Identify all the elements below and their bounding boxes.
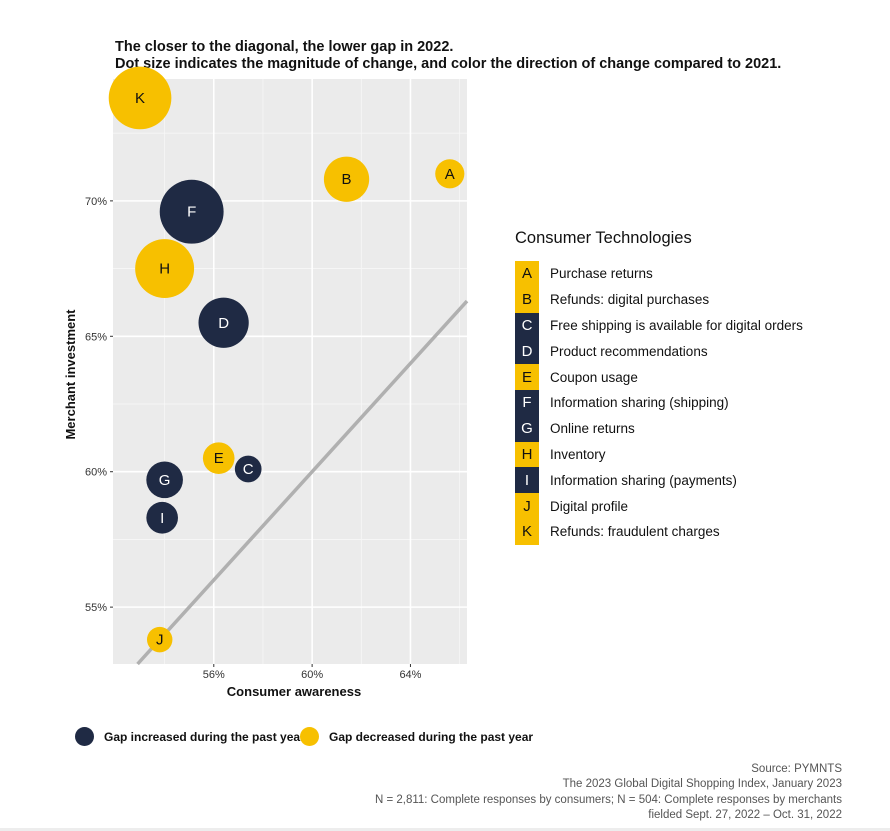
legend-item-j: J Digital profile — [515, 493, 803, 519]
legend-item-f: F Information sharing (shipping) — [515, 389, 803, 416]
legend-item-h: H Inventory — [515, 441, 803, 468]
legend-code: K — [515, 518, 539, 545]
key-decreased-dot — [300, 727, 319, 746]
chart-title: The closer to the diagonal, the lower ga… — [115, 39, 781, 73]
bubble-e — [202, 442, 235, 474]
y-tick-label: 65% — [85, 331, 107, 343]
bubble-label-f: F — [187, 204, 196, 221]
legend-label: Information sharing (shipping) — [550, 395, 729, 411]
legend-item-k: K Refunds: fraudulent charges — [515, 518, 803, 545]
legend-item-d: D Product recommendations — [515, 338, 803, 365]
y-axis-title: Merchant investment — [63, 309, 78, 440]
legend-label: Refunds: digital purchases — [550, 292, 710, 308]
key-increased-label: Gap increased during the past year — [104, 729, 305, 744]
legend-label: Purchase returns — [550, 266, 653, 282]
x-tick-label: 56% — [203, 669, 225, 681]
bubble-d — [198, 297, 249, 348]
bubble-label-a: A — [445, 166, 455, 183]
bubble-f — [159, 179, 224, 244]
bubble-h — [135, 239, 195, 299]
source-line-1: Source: PYMNTS — [751, 763, 842, 775]
bubble-j — [146, 626, 173, 653]
bubble-a — [435, 159, 465, 189]
key-decreased: Gap decreased during the past year — [300, 727, 533, 746]
key-increased-dot — [75, 727, 94, 746]
title-line-2: Dot size indicates the magnitude of chan… — [115, 56, 782, 72]
legend-title: Consumer Technologies — [515, 229, 692, 247]
bubble-g — [146, 461, 183, 499]
bubble-label-k: K — [135, 90, 145, 107]
legend-code: D — [515, 338, 539, 365]
y-tick-label: 60% — [85, 467, 107, 479]
y-tick-label: 55% — [85, 602, 107, 614]
title-line-1: The closer to the diagonal, the lower ga… — [115, 39, 454, 55]
bubble-k — [108, 66, 172, 130]
legend-list: A Purchase returns B Refunds: digital purch… — [515, 261, 803, 545]
legend-code: J — [515, 493, 539, 519]
x-tick-label: 60% — [301, 669, 323, 681]
legend-item-g: G Online returns — [515, 415, 803, 442]
x-axis-title: Consumer awareness — [227, 684, 361, 699]
bubble-label-e: E — [214, 450, 224, 467]
legend-label: Online returns — [550, 421, 635, 437]
bubble-label-i: I — [160, 510, 164, 527]
legend-item-i: I Information sharing (payments) — [515, 467, 803, 494]
legend-code: I — [515, 467, 539, 494]
legend-code: E — [515, 364, 539, 390]
bubble-label-g: G — [159, 472, 171, 489]
legend-code: B — [515, 286, 539, 313]
source-line-3: N = 2,811: Complete responses by consume… — [374, 793, 842, 806]
source-line-2: The 2023 Global Digital Shopping Index, … — [562, 778, 842, 791]
legend-label: Free shipping is available for digital o… — [550, 317, 803, 333]
bubble-label-j: J — [156, 632, 164, 649]
legend-label: Refunds: fraudulent charges — [550, 524, 720, 540]
plot-panel — [113, 79, 467, 664]
bubble-i — [146, 501, 178, 534]
legend-code: H — [515, 441, 539, 468]
bubble-label-h: H — [159, 261, 170, 278]
legend-label: Product recommendations — [550, 343, 708, 359]
legend-code: A — [515, 261, 539, 287]
bubble-b — [323, 156, 370, 202]
diagonal-line — [136, 299, 469, 666]
legend-label: Coupon usage — [550, 369, 638, 385]
bubble-label-d: D — [218, 315, 229, 332]
legend-item-b: B Refunds: digital purchases — [515, 286, 803, 313]
legend-label: Digital profile — [550, 498, 629, 514]
technology-legend: Consumer Technologies A Purchase returns B… — [515, 229, 803, 545]
legend-item-a: A Purchase returns — [515, 261, 803, 287]
x-tick-label: 64% — [399, 669, 421, 681]
bubble-label-b: B — [342, 171, 352, 188]
bubble-label-c: C — [243, 461, 254, 478]
source-line-4: fielded Sept. 27, 2022 – Oct. 31, 2022 — [648, 808, 842, 821]
source-note: Source: PYMNTS The 2023 Global Digital S… — [375, 762, 842, 823]
key-increased: Gap increased during the past year — [75, 727, 305, 746]
y-tick-label: 70% — [85, 196, 107, 208]
key-decreased-label: Gap decreased during the past year — [329, 729, 534, 744]
legend-label: Inventory — [550, 446, 606, 462]
bubble-c — [234, 455, 262, 483]
legend-item-e: E Coupon usage — [515, 364, 803, 390]
bottom-rule — [0, 828, 890, 831]
legend-item-c: C Free shipping is available for digital … — [515, 312, 803, 339]
legend-code: F — [515, 389, 539, 416]
legend-code: C — [515, 312, 539, 339]
legend-label: Information sharing (payments) — [550, 472, 737, 488]
legend-code: G — [515, 415, 539, 442]
